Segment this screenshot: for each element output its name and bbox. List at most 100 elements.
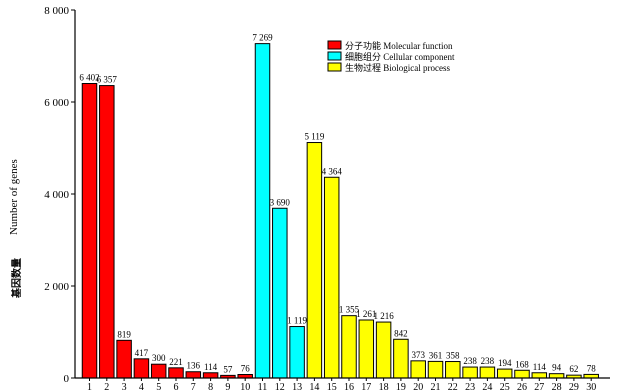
value-label-8: 114 xyxy=(204,362,218,372)
x-tick-label-23: 23 xyxy=(465,382,475,392)
x-tick-label-16: 16 xyxy=(344,382,354,392)
y-axis-label-english: Number of genes xyxy=(8,159,20,235)
x-tick-label-10: 10 xyxy=(240,382,250,392)
value-label-21: 361 xyxy=(429,350,443,360)
bar-24 xyxy=(479,366,496,379)
x-tick-label-30: 30 xyxy=(586,382,596,392)
x-tick-label-25: 25 xyxy=(500,382,510,392)
legend-label-2: 生物过程 Biological process xyxy=(345,62,450,73)
x-tick-label-20: 20 xyxy=(413,382,423,392)
x-tick-label-8: 8 xyxy=(208,382,213,392)
x-tick-label-21: 21 xyxy=(431,382,441,392)
value-label-25: 194 xyxy=(498,358,512,368)
x-tick-label-13: 13 xyxy=(292,382,302,392)
y-axis-label-chinese-wrap: 基因数量 xyxy=(8,250,24,310)
legend-label-0: 分子功能 Molecular function xyxy=(345,40,453,51)
value-label-11: 7 269 xyxy=(252,33,273,43)
bar-1 xyxy=(81,83,98,379)
x-tick-label-2: 2 xyxy=(104,382,109,392)
y-axis-label-english-wrap: Number of genes xyxy=(8,159,24,235)
x-tick-label-29: 29 xyxy=(569,382,579,392)
legend-label-1: 细胞组分 Cellular component xyxy=(345,51,455,62)
x-tick-label-19: 19 xyxy=(396,382,406,392)
value-label-24: 238 xyxy=(481,356,495,366)
x-tick-label-15: 15 xyxy=(327,382,337,392)
bars-layer xyxy=(81,43,599,379)
bar-28 xyxy=(548,373,565,379)
legend-swatch-1 xyxy=(327,51,342,61)
x-tick-label-14: 14 xyxy=(309,382,319,392)
bar-2 xyxy=(99,85,115,379)
value-label-29: 62 xyxy=(569,364,578,374)
bar-26 xyxy=(514,369,530,379)
value-label-5: 300 xyxy=(152,353,166,363)
x-tick-label-7: 7 xyxy=(191,382,196,392)
x-tick-label-18: 18 xyxy=(379,382,389,392)
x-tick-label-24: 24 xyxy=(482,382,492,392)
bar-6 xyxy=(168,367,184,379)
y-tick-label-0: 0 xyxy=(64,373,70,385)
value-label-26: 168 xyxy=(515,359,529,369)
bar-13 xyxy=(289,326,305,379)
bar-27 xyxy=(531,372,548,379)
value-label-15: 4 364 xyxy=(322,166,343,176)
legend-item-1: 细胞组分 Cellular component xyxy=(327,51,455,62)
bar-20 xyxy=(410,360,426,379)
x-tick-label-3: 3 xyxy=(122,382,127,392)
value-label-1: 6 402 xyxy=(79,73,99,83)
value-label-10: 76 xyxy=(241,364,251,374)
y-tick-label-2: 4 000 xyxy=(44,189,69,201)
x-tick-label-6: 6 xyxy=(174,382,179,392)
bar-4 xyxy=(133,358,150,379)
legend-item-0: 分子功能 Molecular function xyxy=(327,40,453,51)
y-tick-label-4: 8 000 xyxy=(44,5,69,17)
bar-15 xyxy=(323,176,340,379)
x-tick-label-27: 27 xyxy=(534,382,544,392)
bar-21 xyxy=(427,360,444,379)
bar-25 xyxy=(496,368,513,379)
x-tick-label-5: 5 xyxy=(156,382,161,392)
bar-23 xyxy=(462,366,478,379)
value-label-9: 57 xyxy=(223,364,233,374)
bar-5 xyxy=(150,363,167,379)
value-label-13: 1 119 xyxy=(287,316,307,326)
bar-18 xyxy=(375,321,392,379)
axes-layer xyxy=(74,10,610,379)
bar-17 xyxy=(358,319,375,379)
value-label-18: 1 216 xyxy=(373,311,394,321)
bar-7 xyxy=(185,371,202,379)
value-label-30: 78 xyxy=(587,363,597,373)
value-label-16: 1 355 xyxy=(339,305,360,315)
y-axis-ticks: 0 2 000 4 000 6 000 8 000 xyxy=(44,5,75,385)
bar-14 xyxy=(306,142,323,379)
bar-3 xyxy=(116,339,132,379)
y-tick-label-1: 2 000 xyxy=(44,281,69,293)
value-label-6: 221 xyxy=(169,357,183,367)
legend-item-2: 生物过程 Biological process xyxy=(327,62,450,73)
x-tick-label-17: 17 xyxy=(361,382,371,392)
x-tick-label-4: 4 xyxy=(139,382,144,392)
value-label-23: 238 xyxy=(463,356,477,366)
bar-22 xyxy=(445,361,461,379)
x-tick-label-9: 9 xyxy=(225,382,230,392)
legend-swatch-0 xyxy=(327,40,342,50)
value-label-27: 114 xyxy=(533,362,547,372)
value-label-7: 136 xyxy=(187,361,201,371)
x-tick-label-22: 22 xyxy=(448,382,458,392)
x-tick-label-12: 12 xyxy=(275,382,285,392)
legend-swatch-2 xyxy=(327,62,342,72)
value-label-19: 842 xyxy=(394,328,408,338)
x-axis-ticks: 1 2 3 4 5 6 7 8 9 10 11 12 13 14 15 16 17 18 19 20 21 22 23 24 2… xyxy=(87,378,596,392)
value-label-3: 819 xyxy=(117,329,131,339)
value-label-22: 358 xyxy=(446,351,460,361)
bar-16 xyxy=(341,315,357,379)
value-label-12: 3 690 xyxy=(270,197,291,207)
value-label-4: 417 xyxy=(135,348,149,358)
value-label-17: 1 261 xyxy=(356,309,376,319)
value-label-28: 94 xyxy=(552,363,562,373)
value-label-2: 6 357 xyxy=(97,75,118,85)
x-tick-label-26: 26 xyxy=(517,382,527,392)
bar-12 xyxy=(272,207,288,379)
